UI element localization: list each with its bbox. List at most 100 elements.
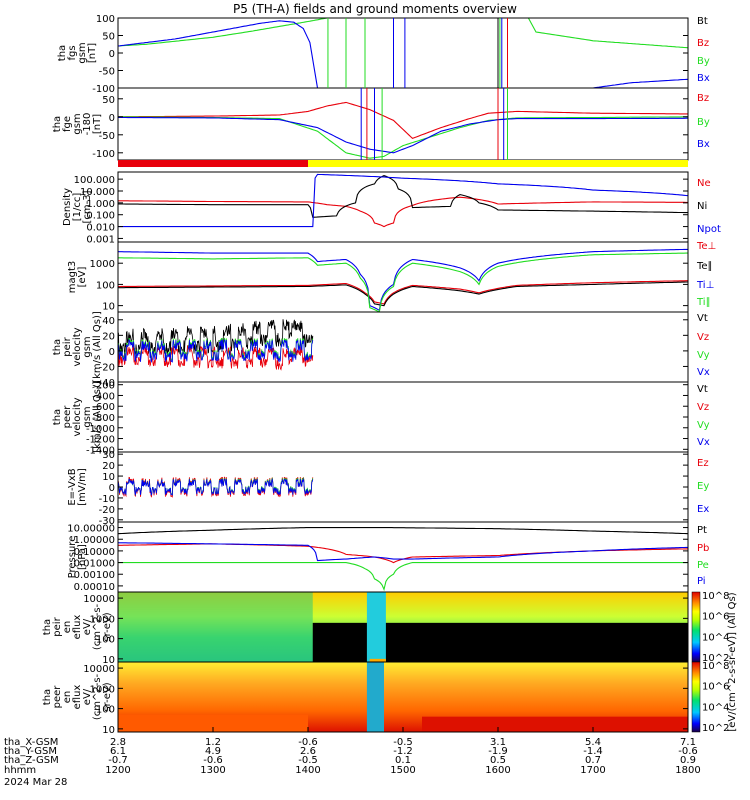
efield-ytick-label-2: 10 xyxy=(102,472,115,483)
peer_v-ylabel-2: velocity xyxy=(72,397,83,436)
density-ylabel-2: [cm-3] xyxy=(82,190,93,223)
peer_eflux-lobe-band xyxy=(366,662,384,732)
peir_eflux-ytick-label-1: 1000 xyxy=(90,614,115,625)
pressure-ylabel-0: Pressure xyxy=(67,536,78,579)
fgs-ylabel-1: fgs xyxy=(67,45,78,60)
xtick-label-5-0: 5.4 xyxy=(585,737,601,748)
xtick-label-3-2: 0.1 xyxy=(395,755,411,766)
colorbar-0-tick-2: 10^4 xyxy=(702,632,729,643)
xtick-label-0-2: -0.7 xyxy=(108,755,128,766)
peer_eflux-low-band-2 xyxy=(422,716,688,732)
temp-legend-Ti⊥: Ti⊥ xyxy=(696,280,714,291)
peir_v-ytick-label-1: 20 xyxy=(102,331,115,342)
fgs-ytick-label-3: -50 xyxy=(99,67,115,78)
temp-series-Te⊥ xyxy=(118,280,688,305)
pressure-ytick-label-4: 0.00100 xyxy=(74,570,115,581)
density-ytick-label-5: 0.001 xyxy=(86,234,115,245)
pressure-series-Pi xyxy=(118,542,688,562)
xtick-label-3-1: -1.2 xyxy=(393,746,413,757)
temp-legend-Te∥: Te∥ xyxy=(696,261,713,272)
fge-ylabel-2: gsm xyxy=(72,113,83,134)
pressure-legend-Pt: Pt xyxy=(697,525,707,536)
fgs-ylabel-3: [nT] xyxy=(87,43,98,63)
peer_eflux-ylabel-3: eflux xyxy=(72,685,83,710)
fge-series-By xyxy=(118,116,688,159)
density-ylabel-0: Density xyxy=(62,188,73,226)
efield-series-Ez xyxy=(118,476,314,499)
xtick-label-1-1: 4.9 xyxy=(205,746,221,757)
pressure-ytick-label-1: 1.00000 xyxy=(74,535,115,546)
peir_v-ylabel-4: [km/s (All Qs)] xyxy=(92,311,103,383)
temp-series-Ti∥ xyxy=(118,252,688,312)
xtick-label-4-3: 1600 xyxy=(485,765,510,776)
xtick-label-6-0: 7.1 xyxy=(680,737,696,748)
xtick-label-3-3: 1500 xyxy=(390,765,415,776)
peer_v-legend-Vx: Vx xyxy=(697,437,710,448)
colorbar-0-tick-1: 10^6 xyxy=(702,612,729,623)
xtick-label-6-2: 0.9 xyxy=(680,755,696,766)
fgs-ytick-label-4: -100 xyxy=(92,84,115,95)
xaxis-row-label-2: tha_Z-GSM xyxy=(4,755,59,766)
fgs-legend-Bt: Bt xyxy=(697,16,708,27)
fge-ytick-label-2: -50 xyxy=(99,131,115,142)
xtick-label-4-0: 3.1 xyxy=(490,737,506,748)
colorbar-0-tick-3: 10^2 xyxy=(702,653,729,664)
peer_v-legend-Vy: Vy xyxy=(697,420,710,431)
peir_eflux-ylabel-6: sr-eV) xyxy=(102,612,113,641)
peir_v-ytick-label-0: 40 xyxy=(102,316,115,327)
fgs-legend-By: By xyxy=(697,56,710,67)
efield-ytick-label-6: -30 xyxy=(99,516,115,527)
fge-ylabel-0: tha xyxy=(52,116,63,132)
efield-ytick-label-5: -20 xyxy=(99,505,115,516)
peir_v-ylabel-1: peir xyxy=(62,336,73,356)
peir_v-legend-Vy: Vy xyxy=(697,350,710,361)
state-bar-segment-0 xyxy=(118,160,308,167)
fge-legend-Bx: Bx xyxy=(697,139,710,150)
peir_v-ylabel-3: gsm xyxy=(82,336,93,357)
plot-title: P5 (TH-A) fields and ground moments over… xyxy=(233,2,517,16)
peir_eflux-ylabel-3: eflux xyxy=(72,615,83,640)
peer_v-ytick-label-3: -800 xyxy=(92,413,115,424)
peir_eflux-lobe-band xyxy=(366,592,386,662)
colorbar-1-tick-2: 10^4 xyxy=(702,702,729,713)
density-ytick-label-0: 100.000 xyxy=(74,175,115,186)
pressure-series-Pb xyxy=(118,543,688,564)
peer_eflux-ytick-label-3: 10 xyxy=(102,725,115,736)
temp-series-Te∥ xyxy=(118,281,688,307)
fge-ytick-label-0: 50 xyxy=(102,95,115,106)
fgs-series-By xyxy=(118,18,688,49)
density-legend-Ni: Ni xyxy=(697,201,707,212)
peer_v-legend-Vt: Vt xyxy=(697,384,708,395)
xtick-label-4-2: 0.5 xyxy=(490,755,506,766)
density-legend-Npot: Npot xyxy=(697,224,721,235)
fge-series-Bz xyxy=(118,101,688,140)
peer_v-frame xyxy=(117,381,689,453)
density-ytick-label-3: 0.100 xyxy=(86,211,115,222)
xtick-label-2-2: -0.5 xyxy=(298,755,318,766)
efield-series-Ex xyxy=(118,477,314,496)
peir_eflux-ylabel-1: peir xyxy=(52,616,63,636)
peer_v-ylabel-3: gsm xyxy=(82,406,93,427)
colorbar-1 xyxy=(691,661,701,733)
xaxis-row-label-4: 2024 Mar 28 xyxy=(4,777,67,788)
peer_v-legend-Vz: Vz xyxy=(697,402,709,413)
xtick-label-6-1: -0.6 xyxy=(678,746,698,757)
peer_eflux-ytick-label-0: 10000 xyxy=(83,664,115,675)
fge-ylabel-4: [nT] xyxy=(92,114,103,134)
density-series-Ni xyxy=(118,175,688,218)
peir_v-legend-Vz: Vz xyxy=(697,332,709,343)
peir_eflux-ylabel-4: eV/ xyxy=(82,618,93,635)
fgs-ytick-label-0: 100 xyxy=(96,14,115,25)
pressure-frame xyxy=(117,521,689,593)
xtick-label-4-1: -1.9 xyxy=(488,746,508,757)
xtick-label-5-1: -1.4 xyxy=(583,746,603,757)
temp-ytick-label-2: 10 xyxy=(102,302,115,313)
fgs-ylabel-0: tha xyxy=(57,45,68,61)
fgs-ytick-label-1: 50 xyxy=(102,32,115,43)
peir_v-ytick-label-3: -20 xyxy=(99,362,115,373)
density-series-Npot xyxy=(118,173,688,228)
peir_eflux-ylabel-5: (cm^2-s- xyxy=(92,603,103,650)
peir_v-ytick-label-4: -40 xyxy=(99,378,115,389)
peer_v-ytick-label-1: -400 xyxy=(92,391,115,402)
